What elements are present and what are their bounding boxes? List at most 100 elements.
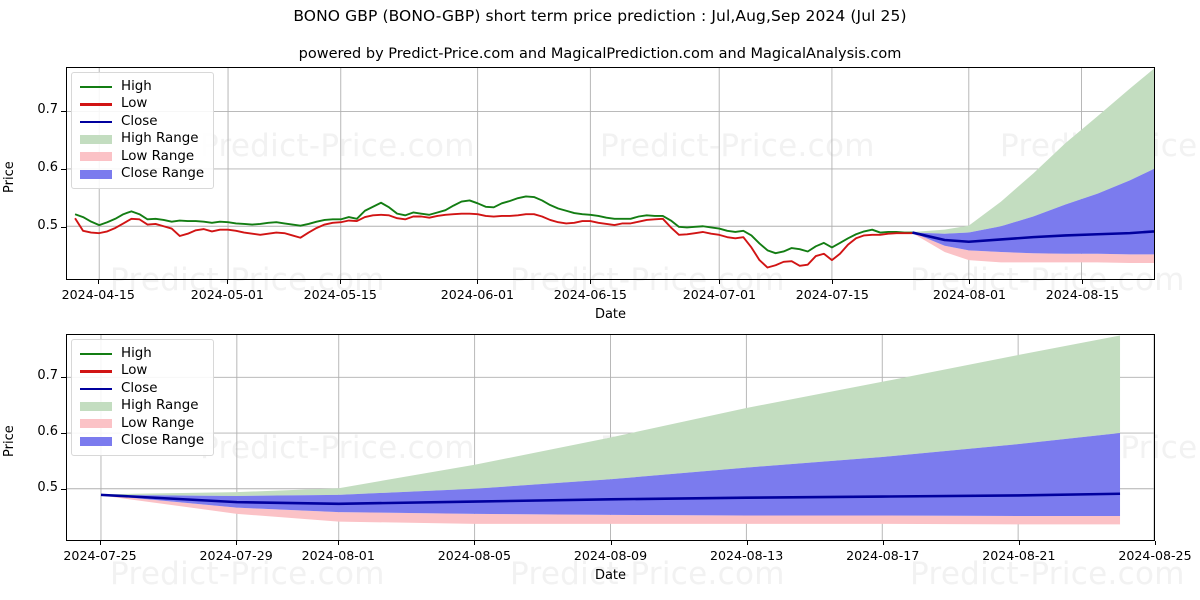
legend-item-close: Close: [79, 380, 204, 398]
legend-line-swatch-icon: [79, 115, 113, 129]
x-axis-tick-label: 2024-08-25: [1095, 548, 1200, 563]
legend-item-low: Low: [79, 363, 204, 381]
x-axis-tick-label: 2024-06-01: [417, 287, 537, 302]
x-axis-tick-label: 2024-07-25: [40, 548, 160, 563]
x-axis-tick-label: 2024-05-15: [280, 287, 400, 302]
legend-patch-swatch-icon: [79, 417, 113, 431]
legend-item-label: Close: [121, 115, 157, 129]
y-axis-tick-label: 0.6: [14, 424, 58, 439]
y-axis-label: Price: [2, 425, 17, 457]
legend-patch-swatch-icon: [79, 132, 113, 146]
legend-item-label: Low: [121, 364, 147, 378]
x-axis-tick-mark: [100, 541, 101, 545]
x-axis-label: Date: [551, 307, 671, 322]
legend-line-swatch-icon: [79, 97, 113, 111]
swatch: [80, 370, 112, 372]
overview-plot-svg: [67, 68, 1154, 279]
legend-item-high: High: [79, 345, 204, 363]
x-axis-tick-label: 2024-05-01: [167, 287, 287, 302]
x-axis-tick-label: 2024-08-05: [414, 548, 534, 563]
swatch: [80, 135, 112, 144]
x-axis-tick-mark: [969, 280, 970, 284]
x-axis-tick-label: 2024-08-01: [278, 548, 398, 563]
y-axis-label: Price: [2, 161, 17, 193]
legend-line-swatch-icon: [79, 347, 113, 361]
x-axis-tick-mark: [883, 541, 884, 545]
y-axis-tick-mark: [61, 227, 66, 228]
legend-item-label: Close: [121, 382, 157, 396]
x-axis-tick-mark: [590, 280, 591, 284]
chart-page: Predict-Price.comPredict-Price.comPredic…: [0, 0, 1200, 600]
legend-patch-swatch-icon: [79, 399, 113, 413]
legend-patch-swatch-icon: [79, 150, 113, 164]
legend-item-label: Low: [121, 97, 147, 111]
y-axis-tick-mark: [61, 433, 66, 434]
y-axis-tick-label: 0.6: [14, 160, 58, 175]
detail-chart-panel: [66, 334, 1155, 541]
y-axis-tick-mark: [61, 489, 66, 490]
legend-item-close: Close: [79, 113, 204, 131]
overview-chart-panel: [66, 67, 1155, 280]
swatch: [80, 388, 112, 390]
y-axis-tick-mark: [61, 111, 66, 112]
legend-item-label: Low Range: [121, 417, 194, 431]
x-axis-tick-label: 2024-08-15: [1022, 287, 1142, 302]
legend-item-label: Close Range: [121, 167, 204, 181]
detail-legend: High Low Close High Range Low Range Close Ran…: [71, 339, 214, 456]
x-axis-label: Date: [551, 568, 671, 583]
y-axis-tick-mark: [61, 169, 66, 170]
y-axis-tick-label: 0.7: [14, 368, 58, 383]
x-axis-tick-mark: [474, 541, 475, 545]
swatch: [80, 437, 112, 446]
x-axis-tick-mark: [1155, 541, 1156, 545]
x-axis-tick-mark: [719, 280, 720, 284]
x-axis-tick-mark: [98, 280, 99, 284]
legend-item-label: High: [121, 347, 152, 361]
x-axis-tick-label: 2024-08-17: [823, 548, 943, 563]
x-axis-tick-mark: [227, 280, 228, 284]
legend-item-low-range: Low Range: [79, 148, 204, 166]
swatch: [80, 152, 112, 161]
legend-item-label: Low Range: [121, 150, 194, 164]
x-axis-tick-label: 2024-08-09: [551, 548, 671, 563]
legend-item-low-range: Low Range: [79, 415, 204, 433]
x-axis-tick-mark: [1082, 280, 1083, 284]
x-axis-tick-label: 2024-08-13: [687, 548, 807, 563]
x-axis-tick-mark: [477, 280, 478, 284]
legend-line-swatch-icon: [79, 364, 113, 378]
x-axis-tick-label: 2024-07-01: [659, 287, 779, 302]
x-axis-tick-mark: [340, 280, 341, 284]
legend-item-label: High: [121, 80, 152, 94]
y-axis-tick-label: 0.7: [14, 102, 58, 117]
y-axis-tick-label: 0.5: [14, 480, 58, 495]
legend-item-label: High Range: [121, 132, 198, 146]
swatch: [80, 402, 112, 411]
y-axis-tick-label: 0.5: [14, 218, 58, 233]
swatch: [80, 170, 112, 179]
legend-item-high: High: [79, 78, 204, 96]
swatch: [80, 103, 112, 105]
x-axis-tick-mark: [1019, 541, 1020, 545]
overview-legend: High Low Close High Range Low Range Close Ran…: [71, 72, 214, 189]
legend-line-swatch-icon: [79, 80, 113, 94]
legend-item-label: Close Range: [121, 434, 204, 448]
x-axis-tick-mark: [747, 541, 748, 545]
detail-plot-svg: [67, 335, 1154, 540]
swatch: [80, 419, 112, 428]
legend-item-high-range: High Range: [79, 131, 204, 149]
legend-line-swatch-icon: [79, 382, 113, 396]
legend-item-label: High Range: [121, 399, 198, 413]
x-axis-tick-label: 2024-08-01: [909, 287, 1029, 302]
x-axis-tick-mark: [611, 541, 612, 545]
high-history-line: [75, 196, 912, 253]
overview-plot-area: [66, 67, 1155, 280]
legend-item-close-range: Close Range: [79, 166, 204, 184]
legend-item-low: Low: [79, 96, 204, 114]
page-subtitle: powered by Predict-Price.com and Magical…: [0, 46, 1200, 62]
x-axis-tick-mark: [832, 280, 833, 284]
x-axis-tick-label: 2024-08-21: [959, 548, 1079, 563]
x-axis-tick-label: 2024-06-15: [530, 287, 650, 302]
x-axis-tick-label: 2024-04-15: [38, 287, 158, 302]
x-axis-tick-label: 2024-07-15: [772, 287, 892, 302]
swatch: [80, 121, 112, 123]
